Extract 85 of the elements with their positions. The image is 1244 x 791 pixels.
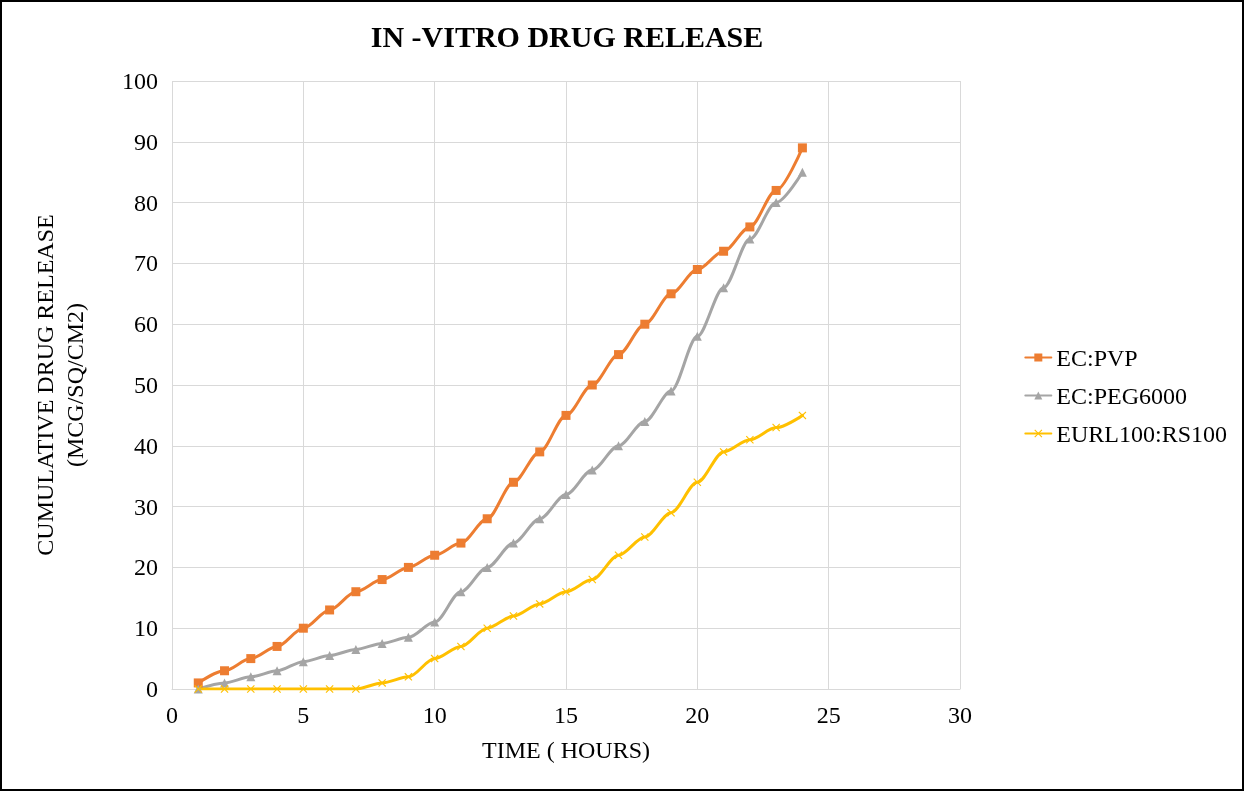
y-tick-label: 80: [134, 189, 158, 216]
legend-label: EC:PVP: [1056, 344, 1138, 371]
point: [614, 551, 623, 560]
x-tick-label: 30: [948, 702, 972, 728]
y-tick-label: 60: [134, 311, 158, 338]
legend-label: EURL100:RS100: [1056, 420, 1227, 447]
point: [745, 222, 755, 232]
point: [535, 599, 544, 608]
point: [377, 638, 387, 648]
y-tick-label: 30: [134, 493, 158, 520]
point: [562, 587, 570, 596]
point: [298, 623, 308, 633]
point: [456, 538, 466, 548]
point: [404, 672, 413, 681]
point: [456, 587, 466, 597]
point: [561, 489, 571, 499]
y-tick-label: 40: [134, 432, 158, 459]
point: [588, 575, 597, 584]
legend-label: EC:PEG6000: [1056, 382, 1187, 409]
point: [272, 641, 282, 651]
y-tick-label: 70: [134, 250, 158, 277]
point: [771, 185, 781, 195]
point: [272, 666, 282, 676]
point: [220, 685, 229, 693]
point: [508, 477, 518, 487]
point: [482, 514, 492, 524]
point: [325, 605, 335, 615]
point: [719, 283, 729, 293]
point: [614, 441, 624, 451]
point: [246, 654, 256, 664]
y-tick-label: 20: [134, 554, 158, 581]
point: [587, 465, 597, 475]
point: [430, 617, 440, 627]
point: [403, 562, 413, 572]
point: [430, 550, 440, 560]
point: [666, 386, 676, 396]
y-tick-label: 90: [134, 128, 158, 155]
point: [508, 538, 518, 548]
point: [509, 612, 518, 621]
point: [561, 410, 571, 420]
point: [351, 644, 361, 654]
x-tick-label: 20: [685, 702, 710, 728]
point: [325, 651, 335, 661]
point: [692, 264, 702, 274]
point: [351, 587, 361, 597]
point: [667, 508, 676, 517]
y-tick-label: 0: [146, 676, 158, 702]
point: [246, 685, 255, 693]
chart-title: IN -VITRO DRUG RELEASE: [370, 19, 764, 53]
point: [298, 657, 308, 667]
point: [797, 167, 807, 177]
point: [377, 575, 387, 585]
point: [666, 289, 676, 299]
x-axis-title: TIME ( HOURS): [482, 737, 650, 763]
point: [482, 562, 492, 572]
point: [745, 435, 754, 444]
point: [220, 666, 230, 676]
x-tick-label: 5: [297, 702, 310, 728]
y-tick-label: 50: [134, 372, 158, 398]
point: [378, 678, 387, 687]
x-tick-label: 25: [816, 702, 841, 728]
point: [640, 416, 650, 426]
point: [772, 423, 781, 432]
point: [299, 685, 308, 693]
point: [719, 246, 729, 256]
point: [797, 143, 807, 153]
point: [719, 447, 728, 456]
point: [483, 624, 492, 633]
x-tick-label: 0: [166, 702, 178, 728]
point: [587, 380, 597, 390]
point: [325, 685, 334, 693]
x-tick-label: 15: [554, 702, 578, 728]
point: [535, 447, 545, 457]
point: [640, 319, 650, 329]
y-tick-label: 100: [122, 68, 158, 94]
point: [614, 350, 624, 360]
point: [640, 533, 649, 541]
point: [456, 642, 465, 651]
point: [430, 654, 439, 663]
point: [693, 478, 702, 487]
y-axis-title: CUMULATIVE DRUG RELEASE (MCG/SQ/CM2): [32, 214, 88, 556]
y-tick-label: 10: [134, 615, 158, 642]
point: [798, 411, 807, 420]
point: [403, 632, 413, 642]
x-tick-label: 10: [422, 702, 447, 728]
